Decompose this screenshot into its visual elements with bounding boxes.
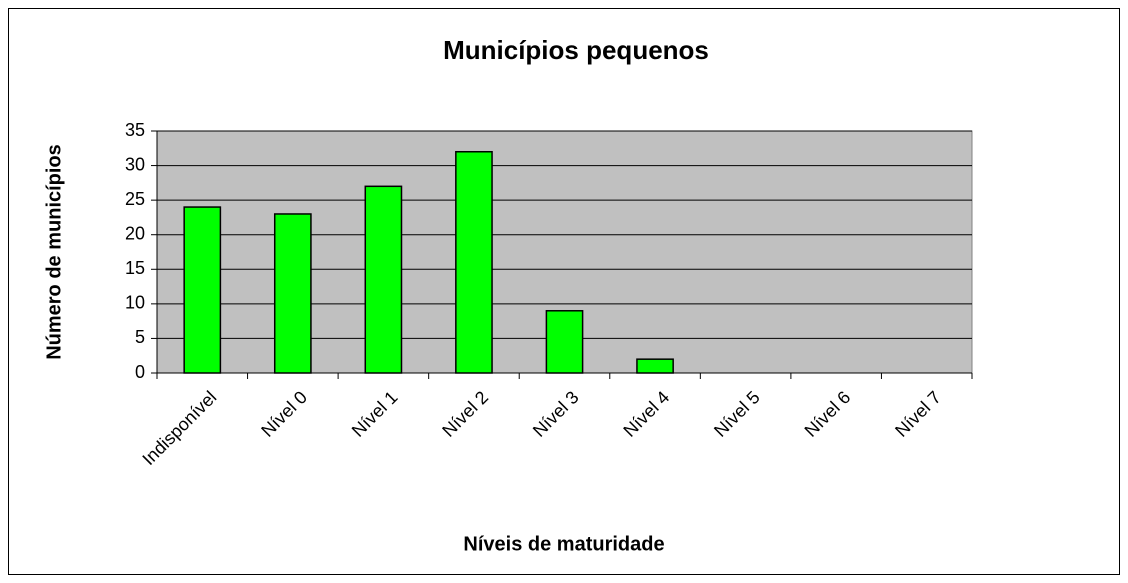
y-tick-label: 15	[125, 258, 145, 278]
bar	[183, 206, 222, 374]
chart-title: Municípios pequenos	[443, 35, 709, 65]
y-tick-label: 35	[125, 120, 145, 140]
y-tick-label: 20	[125, 223, 145, 243]
y-tick-label: 5	[135, 327, 145, 347]
bar	[636, 358, 674, 374]
bar	[455, 150, 493, 374]
bar	[273, 213, 312, 374]
bar	[364, 185, 403, 374]
bar	[545, 310, 584, 374]
y-tick-label: 10	[125, 293, 145, 313]
y-axis-label: Número de municípios	[43, 144, 65, 360]
y-tick-label: 30	[125, 154, 145, 174]
y-tick-label: 25	[125, 189, 145, 209]
x-axis-label: Níveis de maturidade	[463, 533, 664, 555]
y-tick-label: 0	[135, 362, 145, 382]
